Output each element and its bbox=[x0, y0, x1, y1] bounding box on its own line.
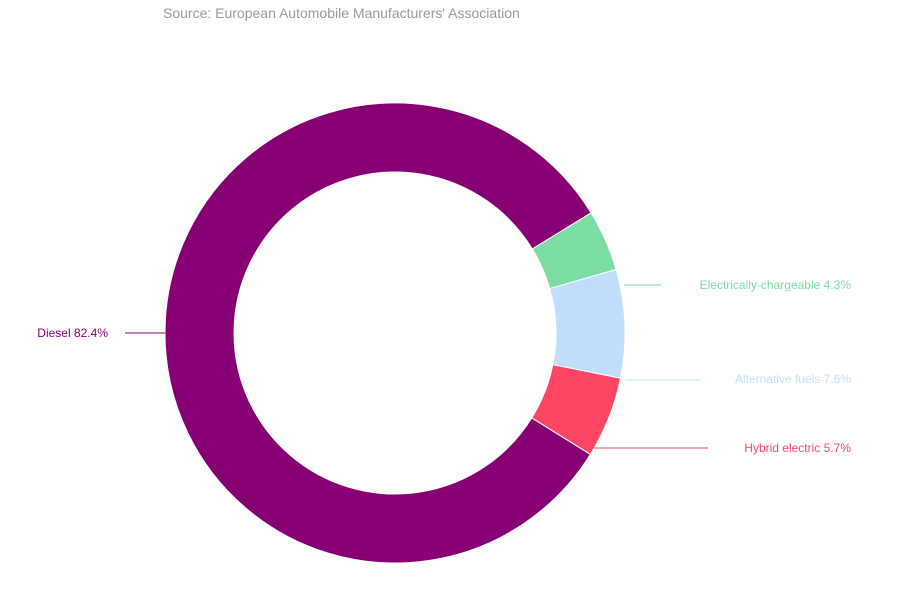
slice-label-diesel: Diesel 82.4% bbox=[37, 326, 108, 340]
slice-diesel[interactable] bbox=[164, 102, 592, 564]
chart-source: Source: European Automobile Manufacturer… bbox=[163, 5, 520, 21]
donut-slices bbox=[164, 102, 626, 564]
slice-label-alternative-fuels: Alternative fuels 7.6% bbox=[735, 372, 851, 386]
slice-label-hybrid-electric: Hybrid electric 5.7% bbox=[744, 441, 851, 455]
slice-labels: Electrically-chargeable 4.3% Alternative … bbox=[37, 278, 851, 455]
slice-alternative-fuels[interactable] bbox=[549, 268, 626, 379]
slice-label-electrically-chargeable: Electrically-chargeable 4.3% bbox=[700, 278, 852, 292]
